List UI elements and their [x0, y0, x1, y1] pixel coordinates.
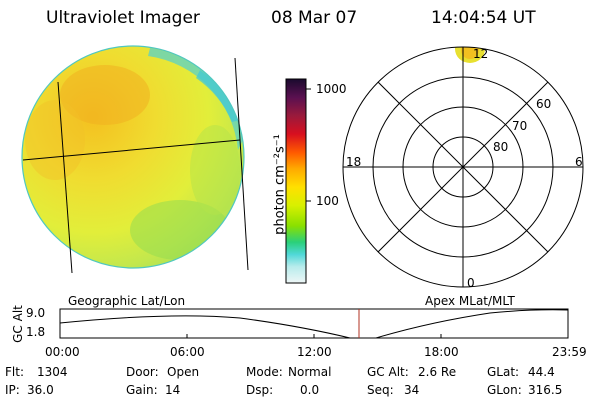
door-label: Door:	[126, 365, 159, 379]
colorbar-unit-label: photon cm⁻²s⁻¹	[272, 134, 288, 235]
geographic-grid	[22, 57, 249, 274]
polar-plot	[342, 46, 584, 288]
colorbar-tick-1000: 1000	[316, 82, 347, 96]
ip-label: IP:	[5, 383, 20, 397]
color-scale-bar	[285, 78, 311, 284]
flight-label: Flt:	[5, 365, 24, 379]
colorbar-tick-100: 100	[316, 194, 339, 208]
seq-label: Seq:	[367, 383, 394, 397]
gc-alt-label: GC Alt:	[367, 365, 409, 379]
dsp-value: 0.0	[300, 383, 320, 397]
door-value: Open	[167, 365, 200, 379]
gain-label: Gain:	[126, 383, 158, 397]
observation-date: 08 Mar 07	[271, 8, 358, 28]
time-tick-2359: 23:59	[552, 345, 587, 359]
mlt-label-12: 12	[473, 47, 489, 61]
glat-value: 44.4	[528, 365, 555, 379]
time-tick-1200: 12:00	[297, 345, 332, 359]
mlat-label-70: 70	[512, 119, 528, 133]
altitude-tick-1.8: 1.8	[26, 325, 46, 339]
altitude-tick-9: 9.0	[26, 306, 46, 320]
time-tick-1800: 18:00	[424, 345, 459, 359]
mode-value: Normal	[288, 365, 332, 379]
glat-label: GLat:	[487, 365, 520, 379]
mlt-label-0: 0	[467, 276, 475, 290]
gain-value: 14	[165, 383, 181, 397]
gc-alt-value: 2.6 Re	[418, 365, 457, 379]
mlt-label-6: 6	[575, 155, 583, 169]
glon-value: 316.5	[528, 383, 563, 397]
polar-panel-title: Apex MLat/MLT	[425, 294, 515, 308]
mlat-label-80: 80	[493, 140, 509, 154]
ip-value: 36.0	[27, 383, 54, 397]
time-tick-0600: 06:00	[170, 345, 205, 359]
time-tick-0000: 00:00	[45, 345, 80, 359]
dsp-label: Dsp:	[246, 383, 274, 397]
earth-image	[21, 45, 249, 274]
flight-value: 1304	[37, 365, 68, 379]
altitude-axis-label: GC Alt	[11, 305, 25, 343]
observation-time: 14:04:54 UT	[431, 8, 536, 28]
orbit-altitude-plot	[59, 308, 569, 339]
mlt-label-18: 18	[346, 155, 362, 169]
instrument-title: Ultraviolet Imager	[46, 8, 200, 28]
glon-label: GLon:	[487, 383, 522, 397]
seq-value: 34	[404, 383, 420, 397]
mode-label: Mode:	[246, 365, 283, 379]
mlat-label-60: 60	[536, 97, 552, 111]
image-panel-title: Geographic Lat/Lon	[68, 294, 186, 308]
